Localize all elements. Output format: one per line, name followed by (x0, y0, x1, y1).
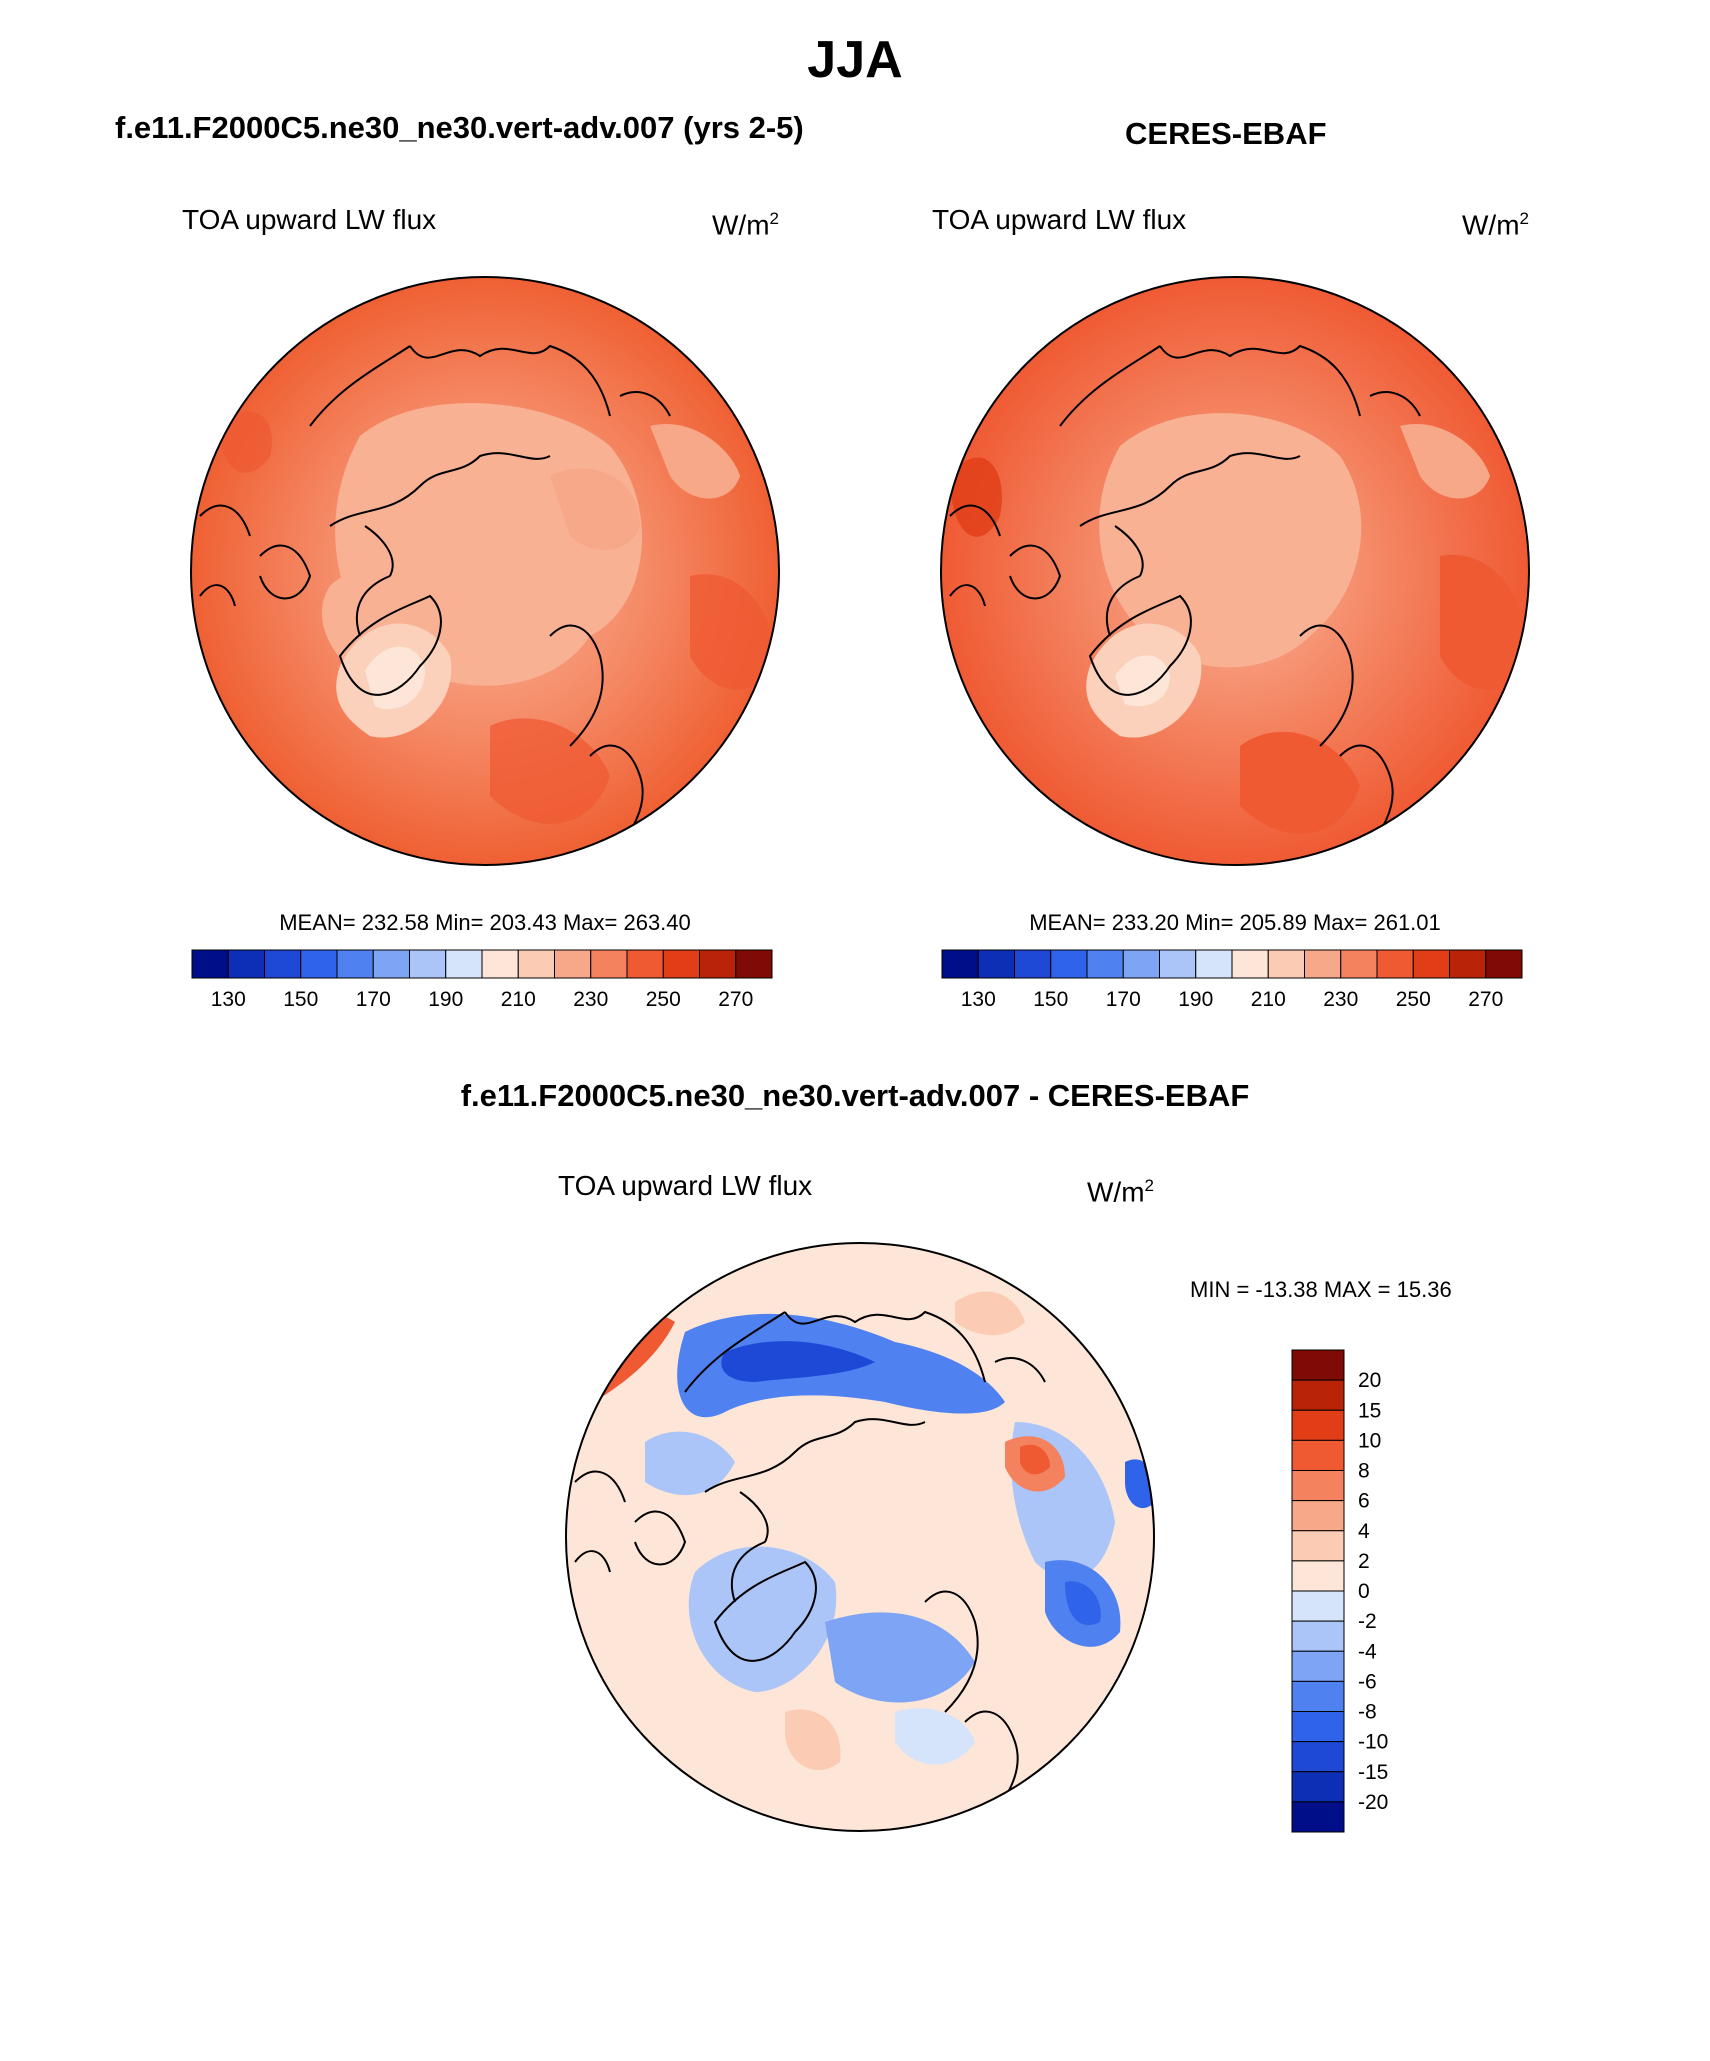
colorbar-obs-swatch (1050, 949, 1088, 979)
colorbar-obs-tick-label: 150 (1033, 988, 1068, 1011)
colorbar-diff-swatch (1291, 1590, 1345, 1622)
colorbar-diff-swatch (1291, 1680, 1345, 1712)
colorbar-model-tick-label: 230 (573, 988, 608, 1011)
colorbar-obs-tick-label: 130 (961, 988, 996, 1011)
units-label-model: W/m2 (712, 209, 779, 241)
colorbar-model-swatch (445, 949, 483, 979)
colorbar-model-swatch (590, 949, 628, 979)
colorbar-diff-tick-label: 15 (1358, 1399, 1381, 1422)
colorbar-model-swatch (626, 949, 664, 979)
colorbar-obs-swatch (1195, 949, 1233, 979)
colorbar-model-tick-label: 250 (646, 988, 681, 1011)
colorbar-diff-tick-label: 0 (1358, 1580, 1370, 1603)
variable-label-model: TOA upward LW flux (182, 204, 437, 235)
colorbar-obs-tick-label: 170 (1106, 988, 1141, 1011)
colorbar-diff-swatch (1291, 1801, 1345, 1833)
colorbar-diff-tick-label: -6 (1358, 1670, 1377, 1693)
colorbar-model-swatch (409, 949, 447, 979)
colorbar-diff-swatch (1291, 1560, 1345, 1592)
colorbar-model-swatch (554, 949, 592, 979)
colorbar-diff-swatch (1291, 1650, 1345, 1682)
stats-model: MEAN= 232.58 Min= 203.43 Max= 263.40 (279, 910, 691, 935)
colorbar-obs-swatch (941, 949, 979, 979)
figure-title: JJA (807, 31, 903, 89)
colorbar-diff-tick-label: -20 (1358, 1791, 1388, 1814)
map-obs (940, 276, 1530, 866)
colorbar-diff-swatch (1291, 1620, 1345, 1652)
colorbar-diff-swatch (1291, 1409, 1345, 1441)
colorbar-model-swatch (336, 949, 374, 979)
units-label-diff: W/m2 (1087, 1176, 1154, 1208)
colorbar-diff-tick-label: -15 (1358, 1761, 1388, 1784)
colorbar-model-tick-label: 150 (283, 988, 318, 1011)
colorbar-model-swatch (227, 949, 265, 979)
colorbar-obs-swatch (1304, 949, 1342, 979)
colorbar-diff-tick-label: 10 (1358, 1429, 1381, 1452)
colorbar-obs-swatch (1014, 949, 1052, 979)
colorbar-obs-swatch (1231, 949, 1269, 979)
colorbar-model-tick-label: 190 (428, 988, 463, 1011)
colorbar-model-tick-label: 170 (356, 988, 391, 1011)
colorbar-diff-tick-label: 4 (1358, 1520, 1370, 1543)
colorbar-diff-swatch (1291, 1439, 1345, 1471)
colorbar-obs-tick-label: 210 (1251, 988, 1286, 1011)
map-model (190, 276, 780, 866)
units-label-obs: W/m2 (1462, 209, 1529, 241)
colorbar-obs-swatch (1159, 949, 1197, 979)
colorbar-model-swatch (662, 949, 700, 979)
colorbar-obs-swatch (1122, 949, 1160, 979)
colorbar-diff-tick-label: 20 (1358, 1369, 1381, 1392)
colorbar-diff-tick-label: -4 (1358, 1640, 1377, 1663)
colorbar-obs-swatch (1412, 949, 1450, 979)
colorbar-model-swatch (481, 949, 519, 979)
panel-title-obs: CERES-EBAF (1125, 116, 1327, 151)
colorbar-obs-tick-label: 230 (1323, 988, 1358, 1011)
colorbar-diff-swatch (1291, 1470, 1345, 1502)
colorbar-diff-swatch (1291, 1530, 1345, 1562)
colorbar-obs-swatch (1086, 949, 1124, 979)
colorbar-obs-swatch (977, 949, 1015, 979)
colorbar-diff-swatch (1291, 1500, 1345, 1532)
colorbar-obs-swatch (1376, 949, 1414, 979)
stats-diff: MIN = -13.38 MAX = 15.36 (1190, 1277, 1452, 1302)
variable-label-obs: TOA upward LW flux (932, 204, 1187, 235)
colorbar-diff-tick-label: -8 (1358, 1701, 1377, 1724)
panel-title-diff: f.e11.F2000C5.ne30_ne30.vert-adv.007 - C… (460, 1078, 1250, 1113)
colorbar-model-swatch (191, 949, 229, 979)
colorbar-diff-swatch (1291, 1349, 1345, 1381)
colorbar-diff-tick-label: -2 (1358, 1610, 1377, 1633)
colorbar-obs-swatch (1485, 949, 1523, 979)
colorbar-diff-tick-label: 8 (1358, 1460, 1370, 1483)
colorbar-model-swatch (517, 949, 555, 979)
stats-obs: MEAN= 233.20 Min= 205.89 Max= 261.01 (1029, 910, 1441, 935)
colorbar-model-swatch (300, 949, 338, 979)
colorbar-diff-swatch (1291, 1379, 1345, 1411)
colorbar-obs-tick-label: 190 (1178, 988, 1213, 1011)
colorbar-model-swatch (735, 949, 773, 979)
panel-title-model: f.e11.F2000C5.ne30_ne30.vert-adv.007 (yr… (115, 110, 804, 145)
colorbar-model: 130 150 170 190 210 230 250 270 (191, 949, 773, 1011)
colorbar-diff-tick-label: 2 (1358, 1550, 1370, 1573)
colorbar-model-tick-label: 270 (718, 988, 753, 1011)
colorbar-model-tick-label: 210 (501, 988, 536, 1011)
colorbar-model-swatch (264, 949, 302, 979)
colorbar-diff-tick-label: -10 (1358, 1731, 1388, 1754)
colorbar-obs-swatch (1267, 949, 1305, 979)
colorbar-obs-swatch (1340, 949, 1378, 979)
colorbar-diff-swatch (1291, 1771, 1345, 1803)
colorbar-model-swatch (372, 949, 410, 979)
colorbar-diff-swatch (1291, 1741, 1345, 1773)
colorbar-diff-tick-label: 6 (1358, 1490, 1370, 1513)
colorbar-model-tick-label: 130 (211, 988, 246, 1011)
colorbar-diff-swatch (1291, 1711, 1345, 1743)
colorbar-obs-swatch (1449, 949, 1487, 979)
map-diff (565, 1242, 1155, 1832)
colorbar-obs-tick-label: 270 (1468, 988, 1503, 1011)
colorbar-model-swatch (699, 949, 737, 979)
colorbar-obs: 130 150 170 190 210 230 250 270 (941, 949, 1523, 1011)
colorbar-obs-tick-label: 250 (1396, 988, 1431, 1011)
variable-label-diff: TOA upward LW flux (558, 1170, 813, 1201)
